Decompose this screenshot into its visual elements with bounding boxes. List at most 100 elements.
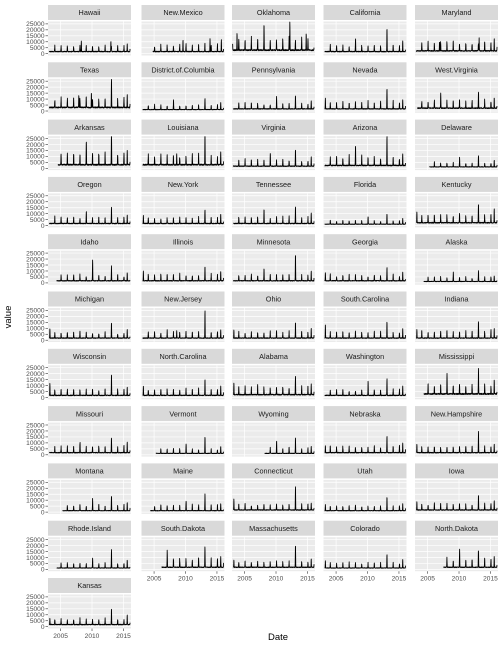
series-line [324, 29, 406, 53]
facet-strip [415, 520, 498, 536]
facet-strip [323, 62, 407, 78]
y-tick-label: 15000 [26, 549, 45, 556]
y-tick-label: 0 [41, 108, 45, 115]
y-tick-label: 20000 [26, 371, 45, 378]
series-line [142, 266, 224, 282]
y-tick-label: 10000 [26, 39, 45, 46]
facet-wyoming: Wyoming [232, 406, 315, 457]
facet-strip-label: California [350, 8, 382, 17]
facet-strip [323, 119, 407, 135]
series-line [48, 206, 131, 225]
facet-maryland: Maryland [415, 5, 498, 56]
facet-washington: Washington [323, 348, 407, 400]
series-line [161, 546, 224, 569]
facet-iowa: Iowa [415, 463, 498, 514]
x-tick-label: 2015 [300, 576, 315, 583]
facet-strip [48, 520, 131, 536]
y-tick-label: 25000 [26, 78, 45, 85]
facet-texas: Texas [48, 62, 131, 113]
y-tick-label: 15000 [26, 320, 45, 327]
y-tick-label: 25000 [26, 365, 45, 372]
facet-strip [141, 62, 225, 78]
facet-strip [323, 348, 407, 364]
facet-strip [141, 176, 225, 192]
facet-strip-label: West.Virginia [435, 66, 479, 75]
series-line [232, 322, 315, 339]
series-line [324, 213, 406, 225]
y-tick-label: 20000 [26, 428, 45, 435]
facet-missouri: Missouri [48, 406, 131, 457]
y-tick-label: 0 [41, 567, 45, 574]
y-tick-label: 0 [41, 624, 45, 631]
facet-strip [48, 348, 131, 364]
y-tick-label: 10000 [26, 612, 45, 619]
y-tick-label: 20000 [26, 543, 45, 550]
facet-strip [232, 291, 315, 307]
y-tick-label: 10000 [26, 326, 45, 333]
series-line [142, 379, 224, 397]
series-line [324, 89, 406, 110]
facet-strip [415, 291, 498, 307]
facet-north-dakota: North.Dakota [415, 520, 498, 572]
facet-minnesota: Minnesota [232, 234, 315, 285]
y-tick-label: 20000 [26, 84, 45, 91]
series-line [324, 267, 406, 282]
facet-alabama: Alabama [232, 348, 315, 400]
facet-michigan: Michigan [48, 291, 131, 342]
facet-massachusetts: Massachusetts [232, 520, 315, 572]
x-tick-label: 2010 [269, 576, 284, 583]
series-line [142, 136, 224, 166]
facet-tennessee: Tennessee [232, 176, 315, 228]
facet-strip-label: Georgia [352, 237, 379, 246]
facet-arkansas: Arkansas [48, 119, 131, 171]
facet-strip [323, 520, 407, 536]
x-tick-label: 2015 [210, 576, 225, 583]
facet-strip-label: South.Carolina [341, 295, 390, 304]
facet-louisiana: Louisiana [141, 119, 225, 171]
x-tick-label: 2010 [360, 576, 375, 583]
facet-strip [48, 176, 131, 192]
series-line [415, 495, 498, 511]
facet-strip-label: Massachusetts [249, 524, 298, 533]
facet-strip-label: Colorado [350, 524, 380, 533]
series-line [415, 37, 498, 52]
y-tick-label: 0 [41, 395, 45, 402]
facet-maine: Maine [141, 463, 225, 514]
series-line [429, 155, 498, 168]
y-tick-label: 20000 [26, 314, 45, 321]
y-tick-label: 10000 [26, 154, 45, 161]
y-axis-title: value [3, 306, 14, 329]
facet-strip [415, 176, 498, 192]
y-tick-label: 20000 [26, 256, 45, 263]
facet-strip-label: Oklahoma [257, 8, 291, 17]
y-tick-label: 0 [41, 338, 45, 345]
series-line [48, 608, 131, 626]
facet-strip-label: Arkansas [74, 123, 105, 132]
x-tick-label: 2005 [329, 576, 344, 583]
y-tick-label: 10000 [26, 440, 45, 447]
y-tick-label: 15000 [26, 434, 45, 441]
series-line [149, 493, 224, 512]
series-line [417, 91, 498, 110]
facet-strip-label: Alaska [446, 237, 469, 246]
facet-strip [48, 463, 131, 479]
series-line [48, 40, 131, 53]
y-tick-label: 25000 [26, 537, 45, 544]
facet-nebraska: Nebraska [323, 406, 407, 457]
series-line [232, 95, 315, 110]
series-line [48, 78, 131, 109]
facet-pennsylvania: Pennsylvania [232, 62, 315, 113]
facet-panels: Hawaii New.Mexico Oklahoma California Maryla… [48, 5, 498, 629]
facet-strip [48, 406, 131, 422]
facet-strip-label: Minnesota [257, 237, 292, 246]
y-tick-label: 20000 [26, 199, 45, 206]
facet-strip-label: Texas [80, 66, 99, 75]
series-line [232, 375, 315, 396]
y-tick-label: 25000 [26, 594, 45, 601]
facet-strip-label: Pennsylvania [252, 66, 296, 75]
series-line [142, 209, 224, 225]
y-tick-label: 0 [41, 223, 45, 230]
series-line [232, 545, 315, 569]
facet-strip [415, 119, 498, 135]
x-tick-label: 2010 [452, 576, 467, 583]
